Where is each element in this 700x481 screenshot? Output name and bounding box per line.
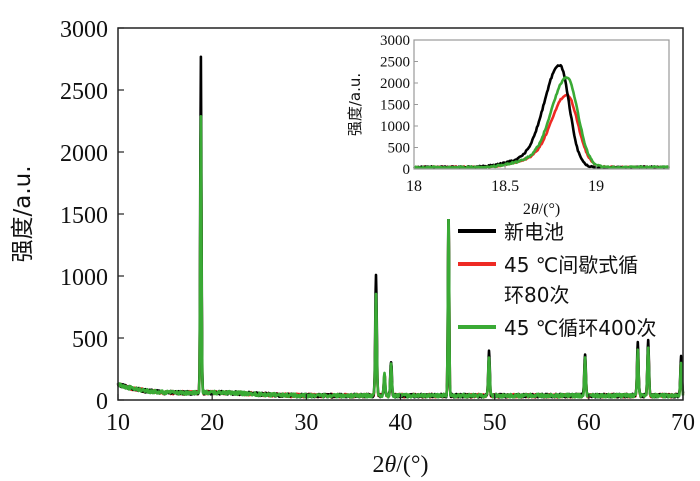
y-tick-label: 2500 [60, 79, 108, 105]
inset-x-label-suffix: /(°) [539, 201, 561, 218]
y-tick-label: 500 [72, 327, 108, 353]
x-tick-label: 70 [671, 410, 695, 436]
inset-x-tick-label: 18 [406, 178, 422, 195]
inset-series-line-2 [412, 76, 671, 170]
y-tick-label: 2000 [60, 141, 108, 167]
main-x-axis-label: 2θ/(°) [372, 452, 428, 478]
inset-y-tick-label: 1500 [380, 98, 410, 114]
x-tick-label: 20 [200, 410, 224, 436]
inset-y-tick-label: 1000 [380, 119, 410, 135]
inset-y-tick-label: 2500 [380, 55, 410, 71]
x-tick-label: 40 [389, 410, 413, 436]
inset-x-label-prefix: 2 [523, 201, 531, 218]
inset-x-tick-label: 18.5 [491, 178, 519, 195]
x-tick-label: 60 [577, 410, 601, 436]
main-x-label-prefix: 2 [372, 452, 384, 478]
x-tick-label: 30 [294, 410, 318, 436]
inset-y-tick-label: 3000 [380, 33, 410, 49]
inset-y-tick-label: 2000 [380, 76, 410, 92]
inset-series-group [412, 63, 671, 170]
y-tick-label: 3000 [60, 17, 108, 43]
legend-label: 环80次 [504, 283, 569, 307]
inset-x-tick-label: 19 [588, 178, 604, 195]
inset-x-axis-label: 2θ/(°) [523, 201, 560, 218]
inset-y-axis-label: 强度/a.u. [346, 73, 364, 136]
inset-y-tick-label: 500 [388, 141, 411, 157]
y-tick-label: 1000 [60, 265, 108, 291]
x-tick-label: 10 [106, 410, 130, 436]
inset-y-tick-label: 0 [403, 162, 411, 178]
main-x-label-theta: θ [384, 452, 396, 478]
inset-x-label-theta: θ [531, 201, 539, 218]
main-y-axis-label: 强度/a.u. [10, 165, 36, 262]
y-tick-label: 0 [96, 389, 108, 415]
x-tick-label: 50 [483, 410, 507, 436]
main-x-label-suffix: /(°) [396, 452, 428, 478]
legend-label: 45 ℃间歇式循 [504, 253, 638, 277]
legend-label: 45 ℃循环400次 [504, 316, 656, 340]
inset-axis-ticks: 18 18.5 19 0 500 1000 1500 2000 2500 3000 [380, 33, 604, 195]
inset-background [342, 30, 677, 219]
y-tick-label: 1500 [60, 203, 108, 229]
legend-label: 新电池 [504, 220, 564, 244]
inset-plot: 18 18.5 19 0 500 1000 1500 2000 2500 3000 强度/a.u.… [342, 30, 677, 219]
